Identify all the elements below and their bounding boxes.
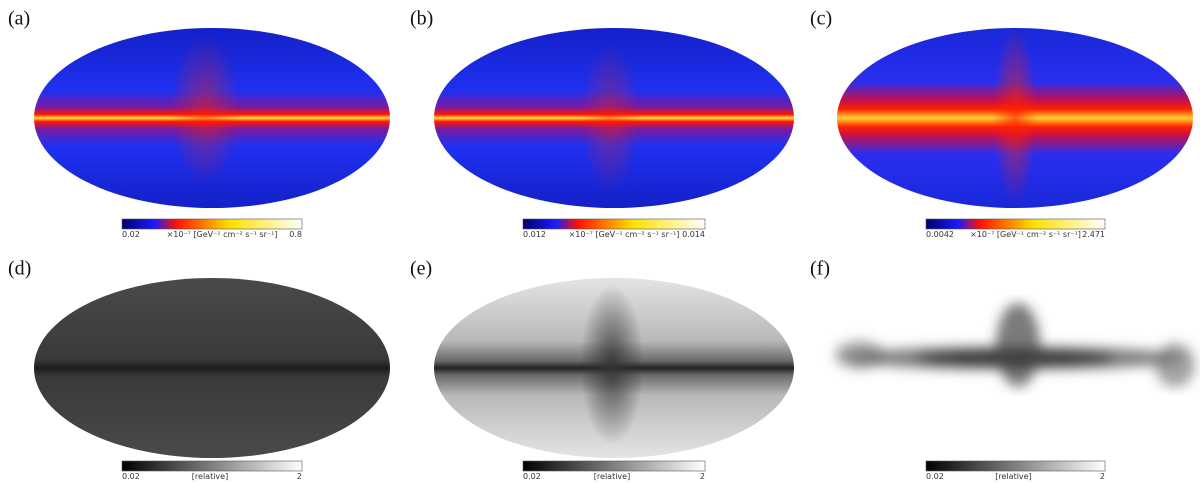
colorbar-min: 0.012: [523, 230, 546, 239]
colorbar-min: 0.02: [523, 472, 541, 481]
colorbar-min: 0.02: [122, 472, 140, 481]
panel-label: (a): [8, 8, 30, 30]
colorbar-unit: [relative]: [192, 472, 228, 481]
colorbar-unit: [relative]: [995, 472, 1031, 481]
colorbar-max: 2: [700, 472, 705, 481]
colorbar-max: 2: [297, 472, 302, 481]
map-b: [434, 28, 794, 208]
colorbar-unit: [relative]: [594, 472, 630, 481]
colorbar: [522, 460, 706, 472]
colorbar-max: 0.014: [682, 230, 705, 239]
map-f: [835, 303, 1195, 387]
map-e: [434, 278, 794, 458]
colorbar: [121, 218, 303, 230]
panel-label: (e): [410, 258, 432, 280]
colorbar: [522, 218, 706, 230]
colorbar: [121, 460, 303, 472]
panel-label: (c): [810, 8, 832, 30]
colorbar: [925, 218, 1106, 230]
colorbar-max: 2.471: [1082, 230, 1105, 239]
colorbar-max: 2: [1100, 472, 1105, 481]
panel-label: (d): [8, 258, 31, 280]
colorbar: [925, 460, 1106, 472]
colorbar-min: 0.02: [122, 230, 140, 239]
colorbar-unit: ×10⁻⁷ [GeV⁻¹ cm⁻² s⁻¹ sr⁻¹]: [970, 230, 1081, 239]
colorbar-unit: ×10⁻⁷ [GeV⁻¹ cm⁻² s⁻¹ sr⁻¹]: [167, 230, 278, 239]
map-a: [34, 28, 390, 208]
map-d: [34, 278, 390, 458]
colorbar-min: 0.0042: [926, 230, 954, 239]
map-c: [837, 25, 1193, 208]
colorbar-unit: ×10⁻⁷ [GeV⁻¹ cm⁻² s⁻¹ sr⁻¹]: [569, 230, 680, 239]
colorbar-min: 0.02: [926, 472, 944, 481]
panel-label: (f): [810, 258, 830, 280]
panel-label: (b): [410, 8, 433, 30]
colorbar-max: 0.8: [289, 230, 302, 239]
